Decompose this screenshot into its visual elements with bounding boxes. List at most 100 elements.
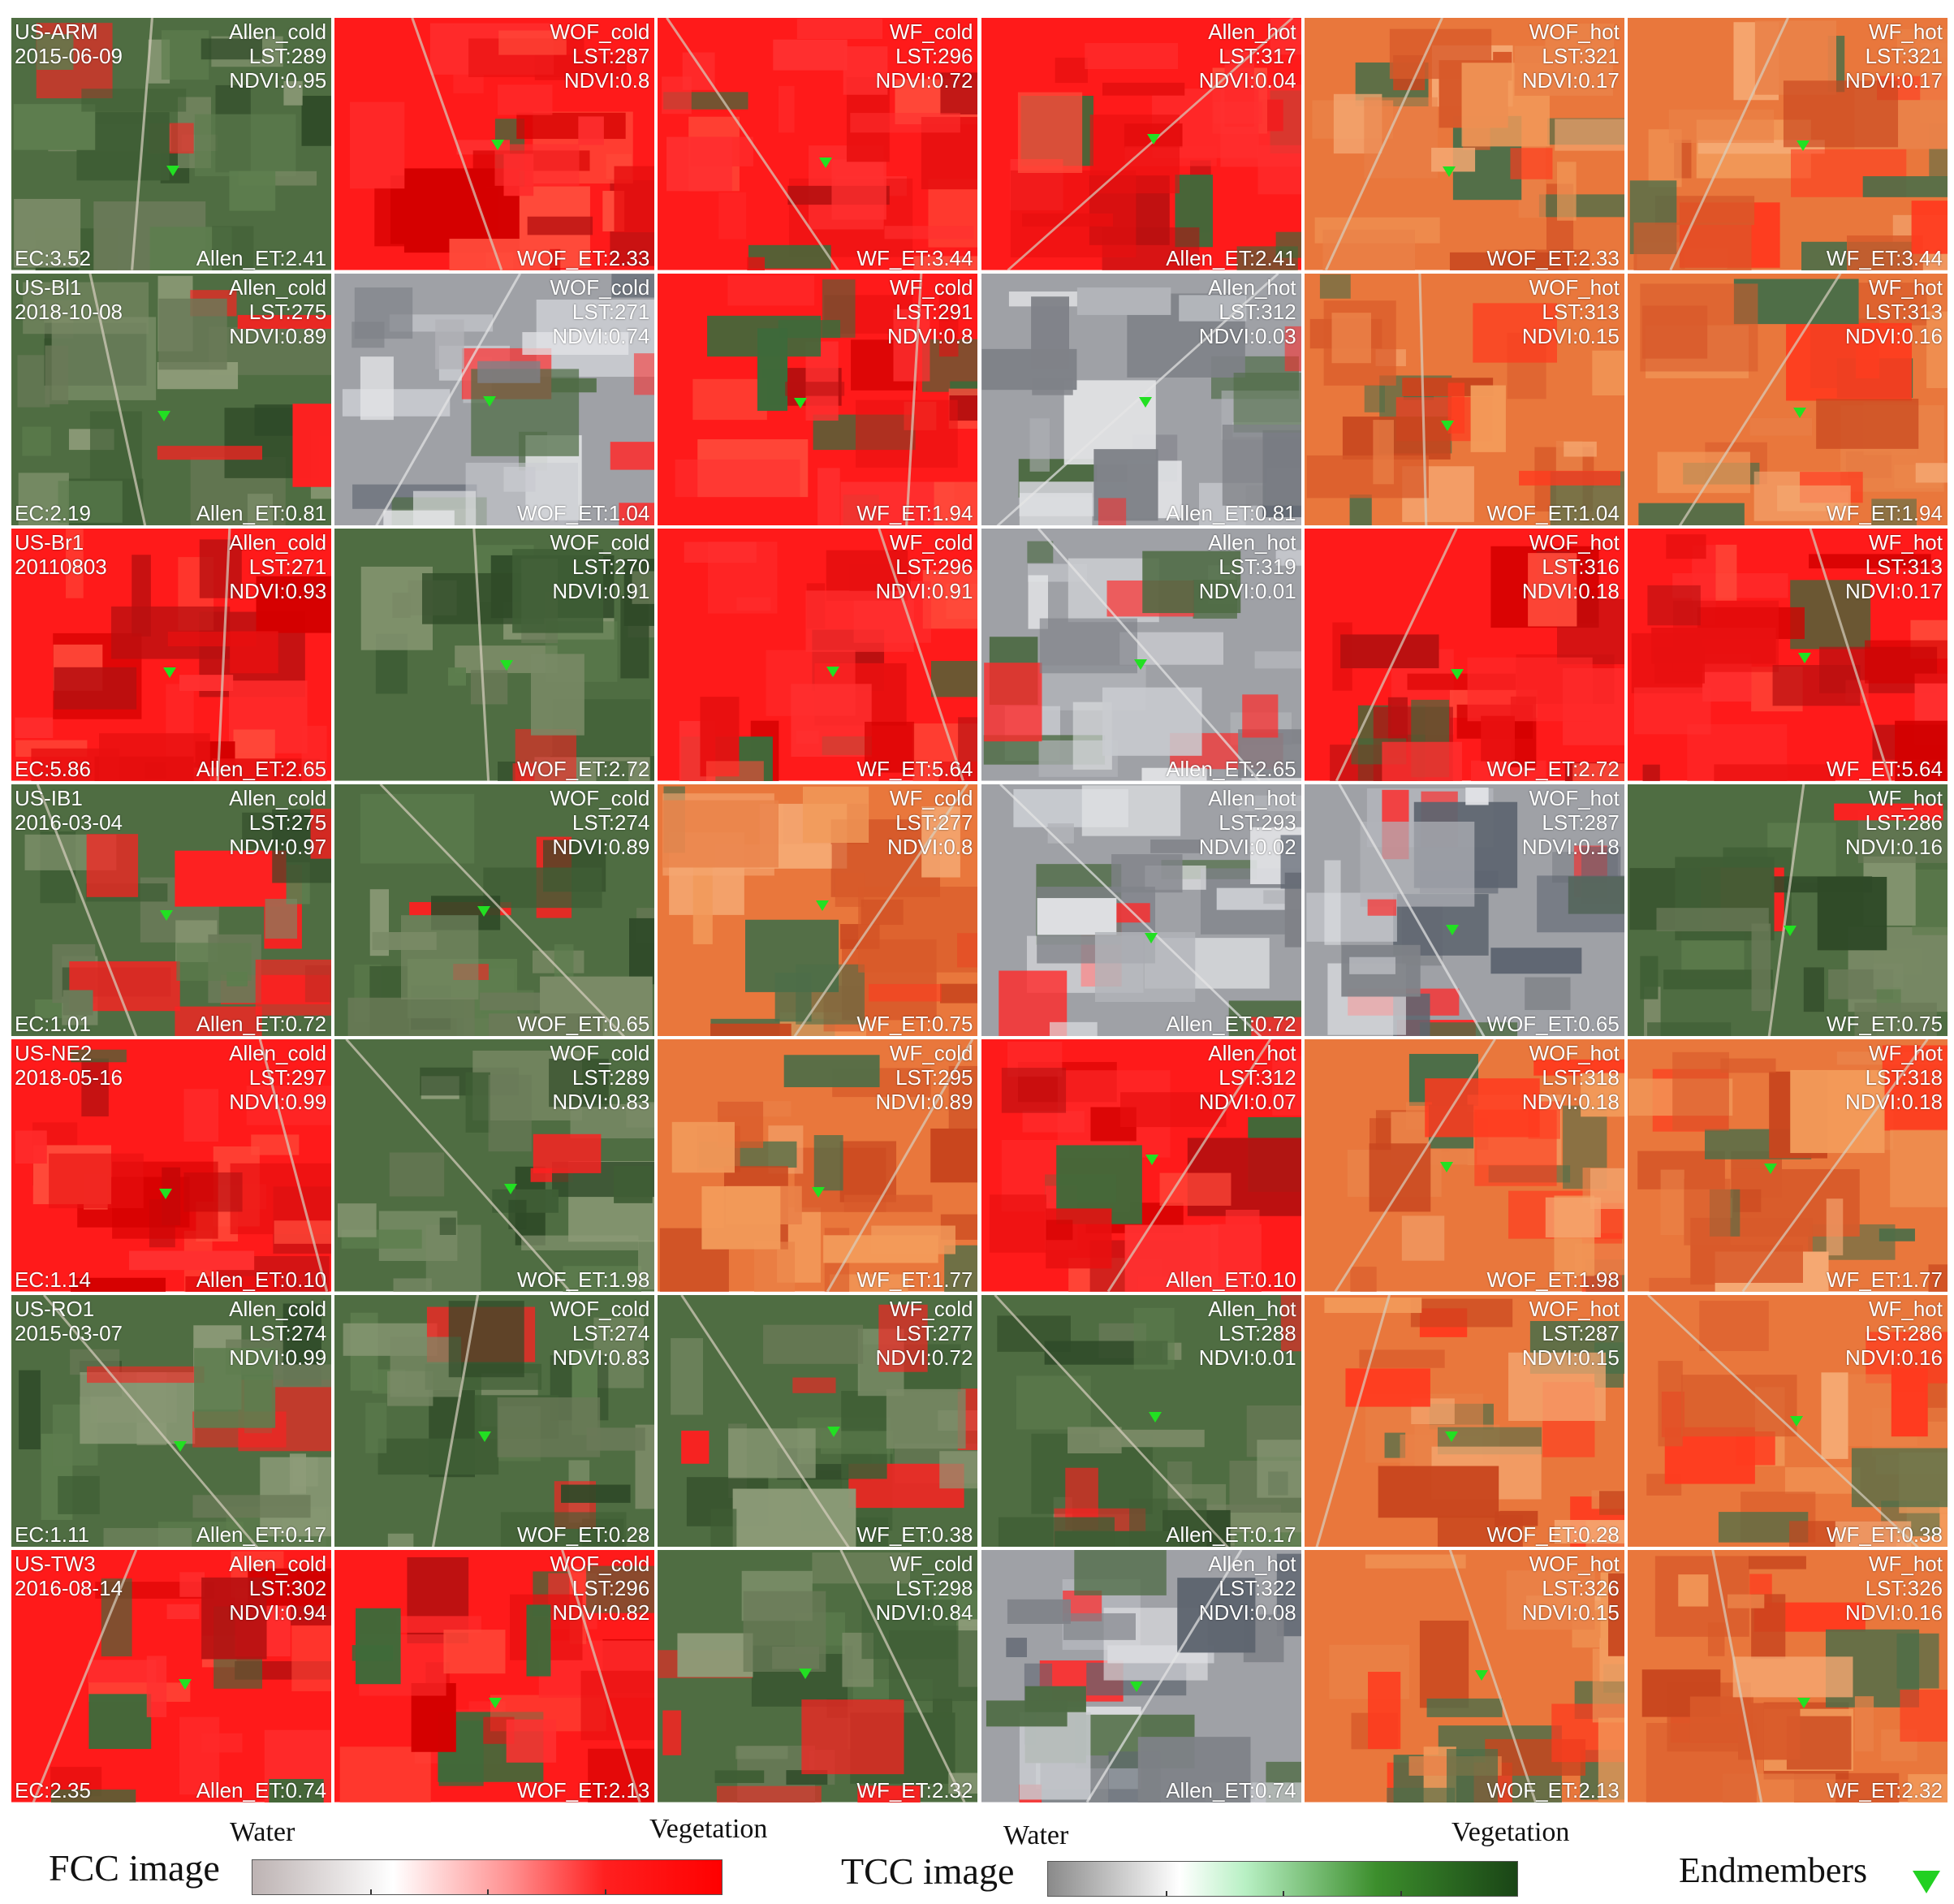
site-date-label: US-TW3 2016-08-14 — [15, 1552, 123, 1600]
et-label: Allen_ET:0.72 — [1166, 1012, 1296, 1037]
lst-value: LST:326 — [1865, 1576, 1943, 1601]
ndvi-value: NDVI:0.01 — [1198, 579, 1296, 604]
ndvi-value: NDVI:0.18 — [1521, 1090, 1620, 1115]
endmember-marker-icon — [1147, 133, 1161, 145]
et-label: WF_ET:5.64 — [856, 756, 973, 781]
panel-us-tw3-allen_hot: Allen_hot LST:322 NDVI:0.08 Allen_ET:0.74 — [981, 1550, 1301, 1803]
et-label: WF_ET:1.77 — [1826, 1267, 1943, 1292]
site-name: US-Bl1 — [15, 274, 82, 300]
endmember-marker-icon — [1439, 1161, 1453, 1172]
satellite-image — [658, 273, 978, 526]
lst-value: LST:277 — [895, 1320, 973, 1345]
endmember-marker-icon — [819, 158, 833, 169]
et-label: WOF_ET:0.28 — [1486, 1522, 1620, 1548]
endmember-marker-icon — [477, 906, 490, 917]
site-date-label: US-RO1 2015-03-07 — [15, 1297, 123, 1345]
ndvi-value: NDVI:0.02 — [1198, 834, 1296, 859]
satellite-image — [981, 1294, 1301, 1548]
fcc-water-label: Water — [230, 1817, 295, 1847]
endmember-marker-icon — [166, 165, 180, 176]
ndvi-value: NDVI:0.17 — [1521, 68, 1620, 93]
satellite-image — [334, 18, 655, 270]
method-label: Allen_cold — [229, 19, 327, 44]
endmember-info: WF_cold LST:295 NDVI:0.89 — [876, 1041, 973, 1114]
ndvi-value: NDVI:0.91 — [552, 579, 650, 604]
tcc-vegetation-label: Vegetation — [1451, 1817, 1570, 1847]
method-label: WOF_hot — [1529, 785, 1620, 810]
satellite-image — [11, 273, 332, 526]
method-label: Allen_hot — [1208, 1552, 1296, 1577]
ndvi-value: NDVI:0.04 — [1198, 68, 1296, 93]
legend: Water Vegetation FCC image Water Vegetat… — [0, 1803, 1954, 1904]
et-label: WF_ET:1.94 — [856, 501, 973, 526]
ndvi-value: NDVI:0.17 — [1845, 579, 1943, 604]
lst-value: LST:313 — [1865, 299, 1943, 324]
method-label: Allen_hot — [1208, 1041, 1296, 1066]
et-label: WOF_ET:1.04 — [517, 501, 650, 526]
endmember-info: Allen_cold LST:275 NDVI:0.97 — [229, 786, 326, 859]
endmember-marker-icon — [1474, 1670, 1488, 1681]
endmember-info: Allen_cold LST:275 NDVI:0.89 — [229, 275, 326, 348]
method-label: WF_cold — [889, 530, 973, 555]
lst-value: LST:286 — [1865, 810, 1943, 835]
ndvi-value: NDVI:0.8 — [563, 68, 650, 93]
satellite-image — [1627, 1550, 1948, 1803]
lst-value: LST:312 — [1219, 299, 1296, 324]
satellite-image — [981, 529, 1301, 781]
endmember-info: Allen_cold LST:289 NDVI:0.95 — [229, 19, 326, 93]
method-label: WOF_hot — [1529, 1041, 1620, 1066]
lst-value: LST:313 — [1542, 299, 1620, 324]
lst-value: LST:326 — [1542, 1576, 1620, 1601]
method-label: WF_hot — [1868, 1296, 1943, 1321]
satellite-image — [11, 529, 332, 781]
ndvi-value: NDVI:0.08 — [1198, 1600, 1296, 1626]
ndvi-value: NDVI:0.15 — [1521, 323, 1620, 348]
acquisition-date: 2018-10-08 — [15, 299, 123, 324]
lst-value: LST:319 — [1219, 555, 1296, 580]
lst-value: LST:274 — [572, 810, 650, 835]
ec-label: EC:2.35 — [15, 1777, 91, 1803]
satellite-image — [1627, 784, 1948, 1037]
endmember-info: WOF_cold LST:296 NDVI:0.82 — [550, 1552, 650, 1625]
panel-us-ro1-allen_cold: US-RO1 2015-03-07 EC:1.11 Allen_cold LST:274… — [11, 1294, 332, 1548]
site-name: US-RO1 — [15, 1296, 95, 1321]
ndvi-value: NDVI:0.17 — [1845, 68, 1943, 93]
lst-value: LST:318 — [1865, 1065, 1943, 1090]
endmember-info: WOF_hot LST:287 NDVI:0.18 — [1522, 786, 1620, 859]
endmember-info: WF_hot LST:313 NDVI:0.17 — [1845, 530, 1943, 603]
et-label: WF_ET:1.94 — [1826, 501, 1943, 526]
endmember-info: WOF_cold LST:271 NDVI:0.74 — [550, 275, 650, 348]
panel-us-ro1-wof_cold: WOF_cold LST:274 NDVI:0.83 WOF_ET:0.28 — [334, 1294, 655, 1548]
acquisition-date: 2016-03-04 — [15, 810, 123, 835]
panel-us-ne2-allen_hot: Allen_hot LST:312 NDVI:0.07 Allen_ET:0.10 — [981, 1039, 1301, 1292]
tcc-colorbar — [1047, 1861, 1518, 1897]
et-label: WF_ET:5.64 — [1826, 756, 1943, 781]
endmember-info: WOF_hot LST:316 NDVI:0.18 — [1522, 530, 1620, 603]
lst-value: LST:317 — [1219, 44, 1296, 68]
endmember-info: Allen_cold LST:297 NDVI:0.99 — [229, 1041, 326, 1114]
satellite-image — [334, 1550, 655, 1803]
et-label: Allen_ET:0.10 — [196, 1267, 327, 1292]
endmember-marker-icon — [1446, 924, 1460, 935]
panel-us-arm-wf_cold: WF_cold LST:296 NDVI:0.72 WF_ET:3.44 — [658, 18, 978, 270]
et-label: WF_ET:0.38 — [1826, 1522, 1943, 1548]
ec-label: EC:5.86 — [15, 756, 91, 781]
method-label: Allen_hot — [1208, 19, 1296, 44]
satellite-image — [1627, 18, 1948, 270]
endmember-marker-icon — [174, 1440, 188, 1452]
endmember-marker-icon — [1797, 1697, 1810, 1708]
et-label: WF_ET:0.75 — [1826, 1012, 1943, 1037]
satellite-image — [1304, 1294, 1624, 1548]
endmember-marker-icon — [483, 396, 497, 408]
endmember-info: WF_hot LST:326 NDVI:0.16 — [1845, 1552, 1943, 1625]
endmember-marker-icon — [826, 667, 840, 678]
endmember-marker-icon — [500, 660, 514, 671]
lst-value: LST:289 — [572, 1065, 650, 1090]
panel-us-ib1-allen_cold: US-IB1 2016-03-04 EC:1.01 Allen_cold LST:275… — [11, 784, 332, 1037]
lst-value: LST:287 — [572, 44, 650, 68]
lst-value: LST:296 — [895, 555, 973, 580]
method-label: Allen_cold — [229, 530, 327, 555]
et-label: WF_ET:2.32 — [856, 1777, 973, 1803]
endmember-marker-icon — [1797, 652, 1811, 663]
panel-us-br1-wf_hot: WF_hot LST:313 NDVI:0.17 WF_ET:5.64 — [1627, 529, 1948, 781]
